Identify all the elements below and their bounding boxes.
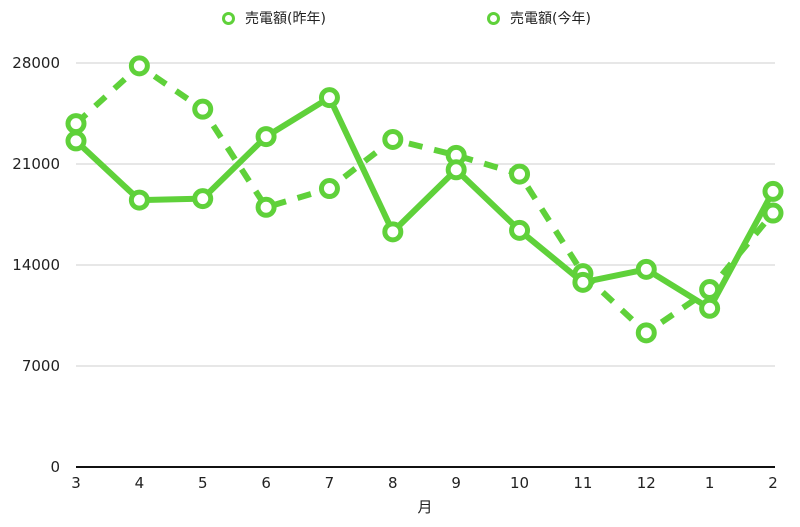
- circle-marker-icon: [487, 11, 500, 25]
- y-axis-ticks: 0 7000 14000 21000 28000: [12, 54, 60, 476]
- x-tick-label: 11: [573, 474, 592, 492]
- x-tick-label: 5: [198, 474, 208, 492]
- data-point-marker[interactable]: [509, 219, 531, 241]
- data-point-marker[interactable]: [65, 130, 87, 152]
- data-point-marker[interactable]: [382, 128, 404, 150]
- y-tick-label: 14000: [12, 256, 60, 274]
- data-point-marker[interactable]: [762, 180, 784, 202]
- x-tick-label: 1: [705, 474, 715, 492]
- data-point-marker[interactable]: [192, 188, 214, 210]
- x-axis-ticks: 3 4 5 6 7 8 9 10 11 12 1 2: [71, 474, 778, 492]
- data-point-marker[interactable]: [572, 271, 594, 293]
- x-tick-label: 7: [325, 474, 335, 492]
- data-point-marker[interactable]: [128, 55, 150, 77]
- x-tick-label: 10: [510, 474, 529, 492]
- circle-marker-icon: [222, 11, 235, 25]
- data-point-marker[interactable]: [318, 87, 340, 109]
- data-point-marker[interactable]: [255, 126, 277, 148]
- x-tick-label: 3: [71, 474, 81, 492]
- y-tick-label: 28000: [12, 54, 60, 72]
- legend-label: 売電額(昨年): [245, 11, 326, 27]
- y-tick-label: 7000: [22, 357, 60, 375]
- x-axis-label: 月: [417, 498, 432, 516]
- data-point-marker[interactable]: [382, 221, 404, 243]
- y-tick-label: 0: [50, 458, 60, 476]
- chart-legend: 売電額(昨年) 売電額(今年): [0, 8, 800, 32]
- x-tick-label: 8: [388, 474, 398, 492]
- data-point-marker[interactable]: [128, 189, 150, 211]
- data-point-marker[interactable]: [192, 98, 214, 120]
- legend-label: 売電額(今年): [510, 11, 591, 27]
- data-point-marker[interactable]: [255, 196, 277, 218]
- data-point-marker[interactable]: [318, 178, 340, 200]
- series-this-year: [65, 87, 784, 319]
- series-line: [73, 94, 776, 312]
- data-point-marker[interactable]: [509, 163, 531, 185]
- legend-item-last-year[interactable]: 売電額(昨年): [222, 8, 326, 28]
- data-series: [65, 55, 784, 344]
- x-tick-label: 6: [261, 474, 271, 492]
- data-point-marker[interactable]: [445, 159, 467, 181]
- x-tick-label: 2: [768, 474, 778, 492]
- legend-item-this-year[interactable]: 売電額(今年): [487, 8, 591, 28]
- gridlines: [76, 62, 775, 367]
- x-tick-label: 12: [637, 474, 656, 492]
- y-tick-label: 21000: [12, 155, 60, 173]
- x-tick-label: 4: [135, 474, 145, 492]
- data-point-marker[interactable]: [635, 258, 657, 280]
- data-point-marker[interactable]: [635, 322, 657, 344]
- x-tick-label: 9: [451, 474, 461, 492]
- data-point-marker[interactable]: [699, 297, 721, 319]
- data-point-marker[interactable]: [762, 202, 784, 224]
- data-point-marker[interactable]: [65, 113, 87, 135]
